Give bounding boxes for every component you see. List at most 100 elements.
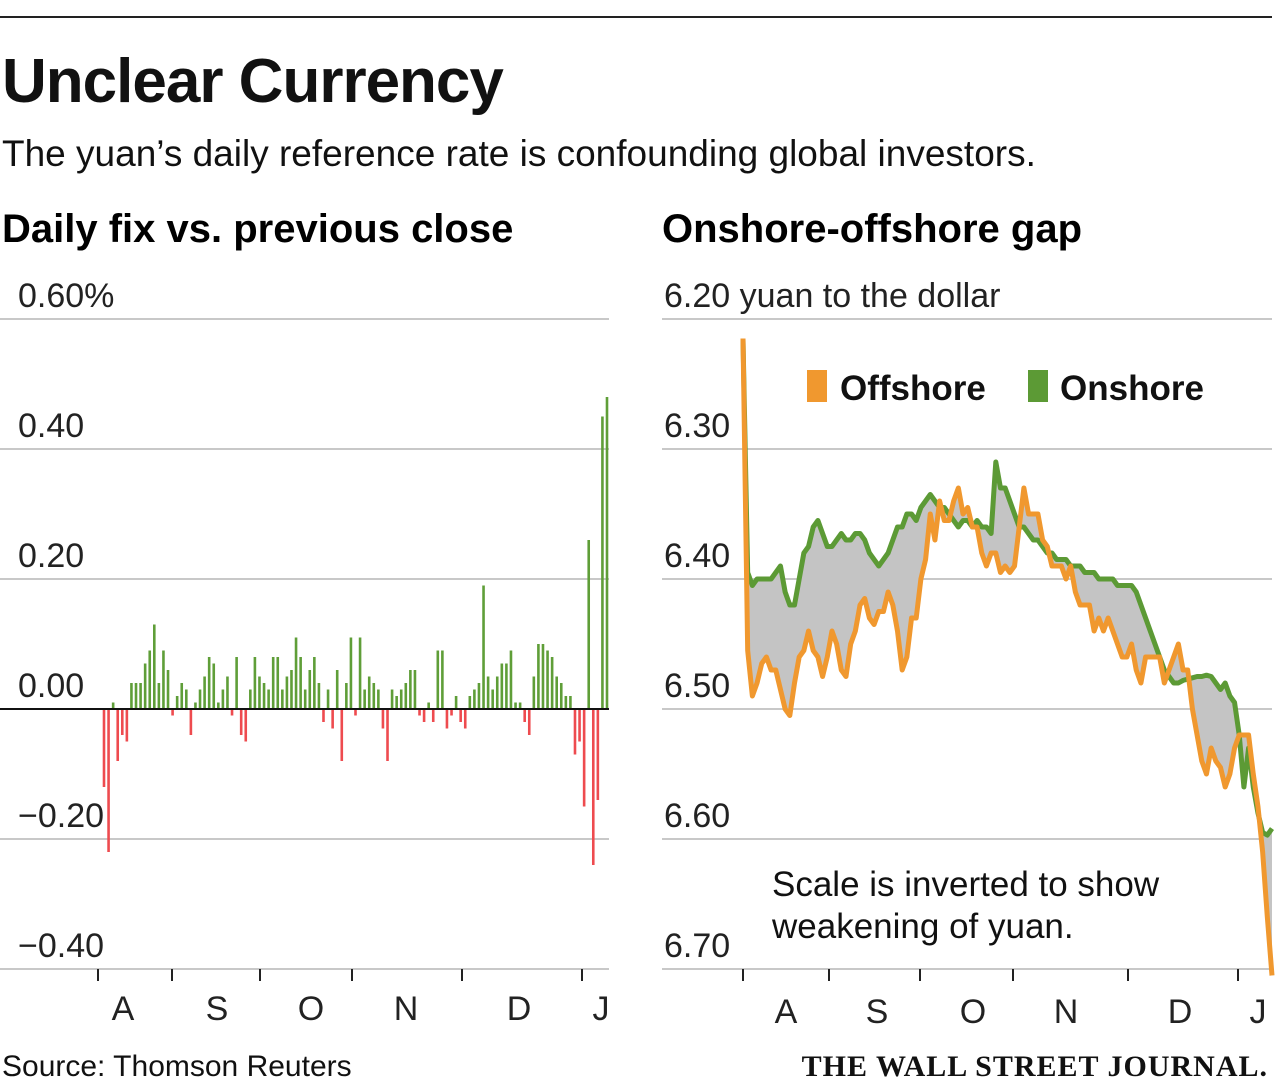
bar — [317, 683, 321, 709]
bar — [390, 689, 394, 709]
bar — [559, 683, 563, 709]
bar — [482, 585, 485, 709]
source-note: Source: Thomson Reuters — [2, 1050, 352, 1083]
bar — [303, 689, 307, 709]
month-label: N — [1054, 993, 1079, 1031]
month-label: J — [593, 990, 610, 1028]
bar — [354, 709, 357, 716]
bar — [235, 657, 238, 709]
month-label: D — [507, 990, 532, 1028]
bar — [555, 676, 558, 709]
bar — [422, 709, 426, 722]
y-tick-label: 6.20 yuan to the dollar — [664, 277, 1000, 315]
bar — [139, 683, 142, 709]
bar — [569, 696, 572, 709]
month-label: O — [960, 993, 986, 1031]
bar — [509, 650, 513, 709]
bar — [198, 689, 202, 709]
bar — [345, 683, 348, 709]
bar — [294, 637, 298, 709]
bar-chart-bars — [102, 397, 609, 865]
bar — [459, 709, 462, 722]
line-chart: Onshore-offshore gap 6.20 yuan to the do… — [662, 207, 1275, 1031]
bar — [358, 637, 362, 709]
month-label: S — [206, 990, 229, 1028]
bar — [450, 709, 453, 716]
bar — [276, 657, 280, 709]
line-chart-y-ticks: 6.20 yuan to the dollar 6.30 6.40 6.50 6.60 6… — [664, 277, 1000, 965]
bar — [532, 676, 536, 709]
bar — [546, 650, 549, 709]
bar — [601, 416, 604, 709]
bar — [573, 709, 577, 755]
bar — [363, 689, 366, 709]
bar — [175, 696, 179, 709]
page-title: Unclear Currency — [2, 47, 504, 116]
month-label: O — [298, 990, 324, 1028]
bar — [578, 709, 581, 742]
bar — [541, 644, 545, 709]
line-chart-title: Onshore-offshore gap — [662, 207, 1082, 251]
bar — [582, 709, 586, 807]
bar — [244, 709, 248, 742]
bar — [262, 683, 266, 709]
bar — [495, 676, 499, 709]
bar — [253, 657, 257, 709]
bar — [505, 663, 508, 709]
bar — [107, 709, 110, 852]
y-tick-label: 0.40 — [18, 407, 84, 445]
bar-chart-title: Daily fix vs. previous close — [2, 207, 513, 251]
bar — [514, 702, 517, 709]
bar — [313, 657, 316, 709]
y-tick-label: 0.00 — [18, 667, 84, 705]
bar — [230, 709, 234, 716]
bar — [189, 709, 193, 735]
bar — [249, 689, 252, 709]
bar — [468, 696, 472, 709]
y-tick-label: 6.60 — [664, 797, 730, 835]
bar — [134, 683, 138, 709]
bar — [409, 670, 412, 709]
bar — [523, 709, 526, 722]
bar — [377, 689, 380, 709]
legend-onshore-label: Onshore — [1060, 369, 1204, 408]
bar — [322, 709, 325, 722]
month-label: A — [775, 993, 798, 1031]
publisher-logo: THE WALL STREET JOURNAL. — [801, 1050, 1268, 1083]
bar — [431, 709, 435, 722]
bar — [171, 709, 174, 716]
month-label: D — [1168, 993, 1193, 1031]
bar — [463, 709, 467, 729]
bar-chart-y-ticks: 0.60% 0.40 0.20 0.00 −0.20 −0.40 — [18, 277, 114, 965]
bar — [486, 676, 490, 709]
y-tick-label: −0.20 — [18, 797, 104, 835]
bar — [221, 689, 225, 709]
page-subtitle: The yuan’s daily reference rate is confo… — [2, 133, 1036, 174]
bar — [153, 624, 156, 709]
bar — [441, 650, 444, 709]
bar — [194, 702, 197, 709]
bar — [308, 670, 312, 709]
bar — [537, 644, 540, 709]
bar — [418, 709, 421, 716]
y-tick-label: 0.20 — [18, 537, 84, 575]
legend-offshore-label: Offshore — [840, 369, 986, 408]
bar — [212, 663, 216, 709]
month-label: A — [112, 990, 135, 1028]
annotation-line-2: weakening of yuan. — [771, 907, 1074, 946]
bar — [427, 702, 430, 709]
bar — [203, 676, 206, 709]
bar — [331, 709, 334, 729]
bar — [372, 683, 376, 709]
y-tick-label: 6.50 — [664, 667, 730, 705]
bar — [445, 709, 449, 729]
bar — [116, 709, 120, 761]
bar — [239, 709, 243, 735]
bar — [454, 696, 458, 709]
bar — [120, 709, 124, 735]
bar — [404, 683, 408, 709]
bar — [226, 676, 229, 709]
